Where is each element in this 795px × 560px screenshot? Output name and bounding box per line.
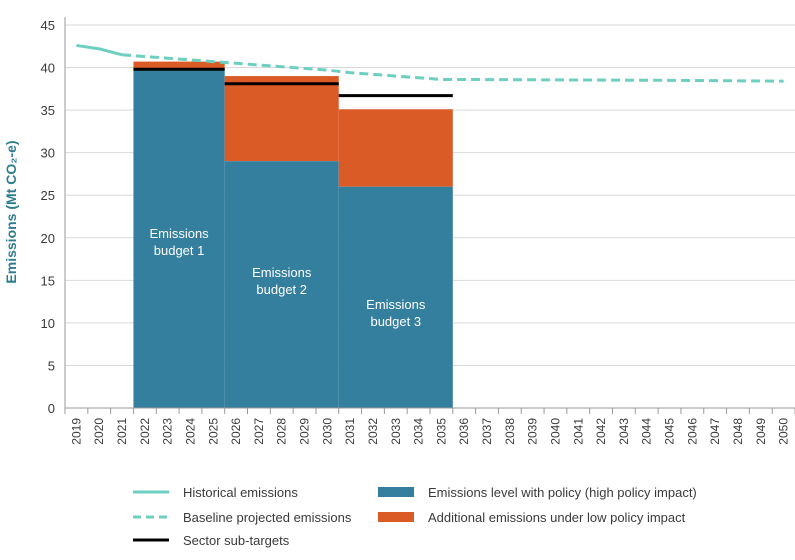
- budget-label-line2: budget 3: [370, 314, 421, 329]
- x-tick-labels: 2019 2020 2021 2022 2023 2024 2025 2026 2027 2028…: [69, 418, 790, 445]
- x-tick-label: 2043: [617, 418, 631, 445]
- x-tick-label: 2031: [343, 418, 357, 445]
- axes: [64, 17, 795, 414]
- x-tick-label: 2049: [754, 418, 768, 445]
- x-tick-label: 2035: [434, 418, 448, 445]
- budget-label-line2: budget 1: [154, 243, 205, 258]
- emission-lines: [76, 43, 784, 83]
- x-tick-label: 2037: [480, 418, 494, 445]
- x-tick-label: 2029: [298, 418, 312, 445]
- x-tick-label: 2023: [161, 418, 175, 445]
- y-tick-label: 20: [41, 231, 55, 246]
- budget-label: Emissions budget 2: [252, 265, 312, 297]
- x-tick-label: 2030: [320, 418, 334, 445]
- budget-bars: [133, 61, 453, 408]
- y-tick-label: 0: [48, 401, 55, 416]
- budget-label-line1: Emissions: [366, 297, 426, 312]
- x-tick-label: 2028: [275, 418, 289, 445]
- legend-swatch-box: [378, 487, 414, 497]
- policy-bar: [133, 69, 225, 408]
- low-impact-bar: [338, 109, 453, 187]
- x-tick-label: 2041: [571, 418, 585, 445]
- historical-line: [76, 43, 123, 57]
- legend: Historical emissions Emissions level with…: [133, 485, 697, 548]
- budget-label: Emissions budget 1: [149, 226, 209, 258]
- x-tick-label: 2033: [389, 418, 403, 445]
- y-tick-labels: 0 5 10 15 20 25 30 35 40 45: [41, 18, 55, 416]
- x-tick-label: 2021: [115, 418, 129, 445]
- x-tick-label: 2038: [503, 418, 517, 445]
- budget-label-line1: Emissions: [252, 265, 312, 280]
- budget-label: Emissions budget 3: [366, 297, 426, 329]
- legend-swatch-box: [378, 512, 414, 522]
- y-tick-label: 15: [41, 273, 55, 288]
- x-tick-label: 2050: [777, 418, 791, 445]
- budget-label-line1: Emissions: [149, 226, 209, 241]
- x-tick-label: 2045: [663, 418, 677, 445]
- policy-bar: [224, 161, 339, 408]
- low-impact-bar: [224, 76, 339, 162]
- policy-bar: [338, 186, 453, 408]
- legend-label: Emissions level with policy (high policy…: [428, 485, 697, 500]
- x-tick-label: 2047: [708, 418, 722, 445]
- legend-label: Sector sub-targets: [183, 533, 290, 548]
- sub-target-lines: [133, 67, 453, 98]
- x-tick-label: 2046: [685, 418, 699, 445]
- x-tick-label: 2042: [594, 418, 608, 445]
- y-tick-label: 5: [48, 358, 55, 373]
- x-tick-label: 2027: [252, 418, 266, 445]
- legend-label: Additional emissions under low policy im…: [428, 510, 686, 525]
- baseline-line: [121, 53, 784, 83]
- low-impact-bar: [133, 61, 225, 70]
- x-tick-label: 2048: [731, 418, 745, 445]
- legend-label: Historical emissions: [183, 485, 298, 500]
- y-tick-label: 30: [41, 146, 55, 161]
- x-tick-label: 2039: [526, 418, 540, 445]
- legend-label: Baseline projected emissions: [183, 510, 352, 525]
- x-tick-label: 2024: [183, 418, 197, 445]
- x-tick-label: 2019: [69, 418, 83, 445]
- x-tick-label: 2022: [138, 418, 152, 445]
- y-tick-label: 25: [41, 188, 55, 203]
- x-tick-label: 2034: [412, 418, 426, 445]
- y-axis-label: Emissions (Mt CO₂-e): [3, 140, 19, 283]
- x-tick-label: 2032: [366, 418, 380, 445]
- budget-label-line2: budget 2: [256, 282, 307, 297]
- x-tick-label: 2040: [548, 418, 562, 445]
- x-tick-label: 2025: [206, 418, 220, 445]
- y-tick-label: 45: [41, 18, 55, 33]
- x-tick-label: 2044: [640, 418, 654, 445]
- y-tick-label: 35: [41, 103, 55, 118]
- y-tick-label: 40: [41, 61, 55, 76]
- x-tick-label: 2020: [92, 418, 106, 445]
- x-tick-label: 2036: [457, 418, 471, 445]
- y-tick-label: 10: [41, 316, 55, 331]
- x-tick-label: 2026: [229, 418, 243, 445]
